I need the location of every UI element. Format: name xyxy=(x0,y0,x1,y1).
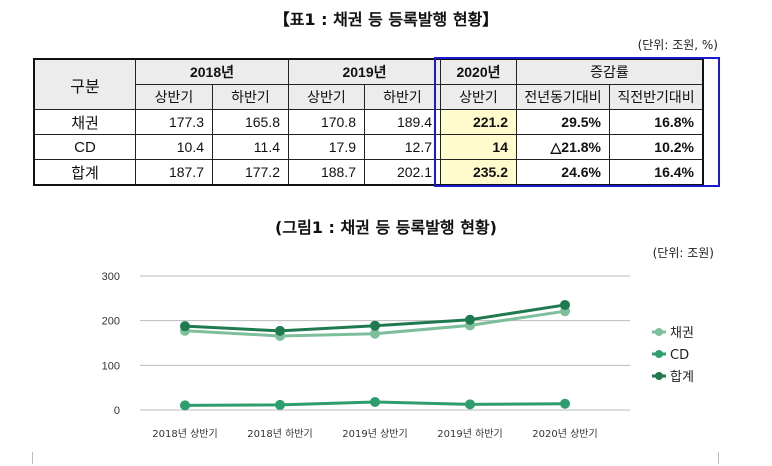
legend-marker xyxy=(655,350,663,358)
x-tick-label: 2019년 상반기 xyxy=(342,428,407,440)
x-tick-label: 2018년 상반기 xyxy=(152,428,217,440)
header-h1: 상반기 xyxy=(288,84,365,110)
y-tick-label: 0 xyxy=(114,405,120,417)
header-yoy: 전년동기대비 xyxy=(516,84,610,110)
header-change: 증감률 xyxy=(516,58,704,85)
issuance-table: 구분 2018년 2019년 2020년 증감률 상반기 하반기 상반기 하반기… xyxy=(33,58,704,186)
header-h1: 상반기 xyxy=(440,84,517,110)
x-tick-label: 2018년 하반기 xyxy=(247,427,312,440)
cell-value: 165.8 xyxy=(212,109,289,135)
data-point xyxy=(180,400,190,411)
cell-yoy: 24.6% xyxy=(516,159,610,186)
cell-hoh: 10.2% xyxy=(609,134,704,160)
data-point xyxy=(560,398,570,409)
table-title: 【표1 : 채권 등 등록발행 현황】 xyxy=(273,10,499,29)
data-point xyxy=(180,321,190,332)
cell-value: 10.4 xyxy=(135,134,213,160)
cell-value: 188.7 xyxy=(288,159,365,186)
header-category: 구분 xyxy=(33,58,136,110)
table-row: 합계 187.7 177.2 188.7 202.1 235.2 24.6% 16.4% xyxy=(33,159,704,186)
page-corner-mark xyxy=(718,452,731,464)
chart-title: (그림1 : 채권 등 등록발행 현황) xyxy=(275,218,497,237)
legend-label: 채권 xyxy=(670,326,694,341)
header-h2: 하반기 xyxy=(212,84,289,110)
cell-value: 187.7 xyxy=(135,159,213,186)
x-tick-label: 2019년 하반기 xyxy=(437,427,502,440)
cell-value: 11.4 xyxy=(212,134,289,160)
header-2020: 2020년 xyxy=(440,58,517,85)
data-point xyxy=(465,314,475,325)
row-label: 합계 xyxy=(33,159,136,186)
data-point xyxy=(275,399,285,410)
cell-value: 14 xyxy=(440,134,517,160)
page-corner-mark xyxy=(20,452,33,464)
legend-marker xyxy=(655,328,663,336)
y-tick-label: 200 xyxy=(102,316,120,328)
cell-value: 17.9 xyxy=(288,134,365,160)
row-label: CD xyxy=(33,134,136,160)
y-tick-label: 100 xyxy=(102,360,120,372)
data-point xyxy=(370,397,380,408)
cell-value: 221.2 xyxy=(440,109,517,135)
data-point xyxy=(560,299,570,310)
cell-value: 12.7 xyxy=(364,134,441,160)
data-point xyxy=(465,399,475,410)
cell-yoy: △21.8% xyxy=(516,134,610,160)
legend-label: 합계 xyxy=(670,370,694,385)
header-hoh: 직전반기대비 xyxy=(609,84,704,110)
header-2019: 2019년 xyxy=(288,58,441,85)
chart-unit: (단위: 조원) xyxy=(652,246,714,260)
x-tick-label: 2020년 상반기 xyxy=(532,428,597,440)
legend-label: CD xyxy=(670,348,689,363)
header-h1: 상반기 xyxy=(135,84,213,110)
header-h2: 하반기 xyxy=(364,84,441,110)
cell-value: 189.4 xyxy=(364,109,441,135)
table-unit: (단위: 조원, %) xyxy=(637,38,718,52)
legend-marker xyxy=(655,372,663,380)
data-point xyxy=(370,320,380,331)
cell-value: 235.2 xyxy=(440,159,517,186)
cell-value: 202.1 xyxy=(364,159,441,186)
y-tick-label: 300 xyxy=(102,271,120,283)
data-point xyxy=(370,328,380,339)
table-row: CD 10.4 11.4 17.9 12.7 14 △21.8% 10.2% xyxy=(33,134,704,160)
data-point xyxy=(275,325,285,336)
cell-hoh: 16.4% xyxy=(609,159,704,186)
